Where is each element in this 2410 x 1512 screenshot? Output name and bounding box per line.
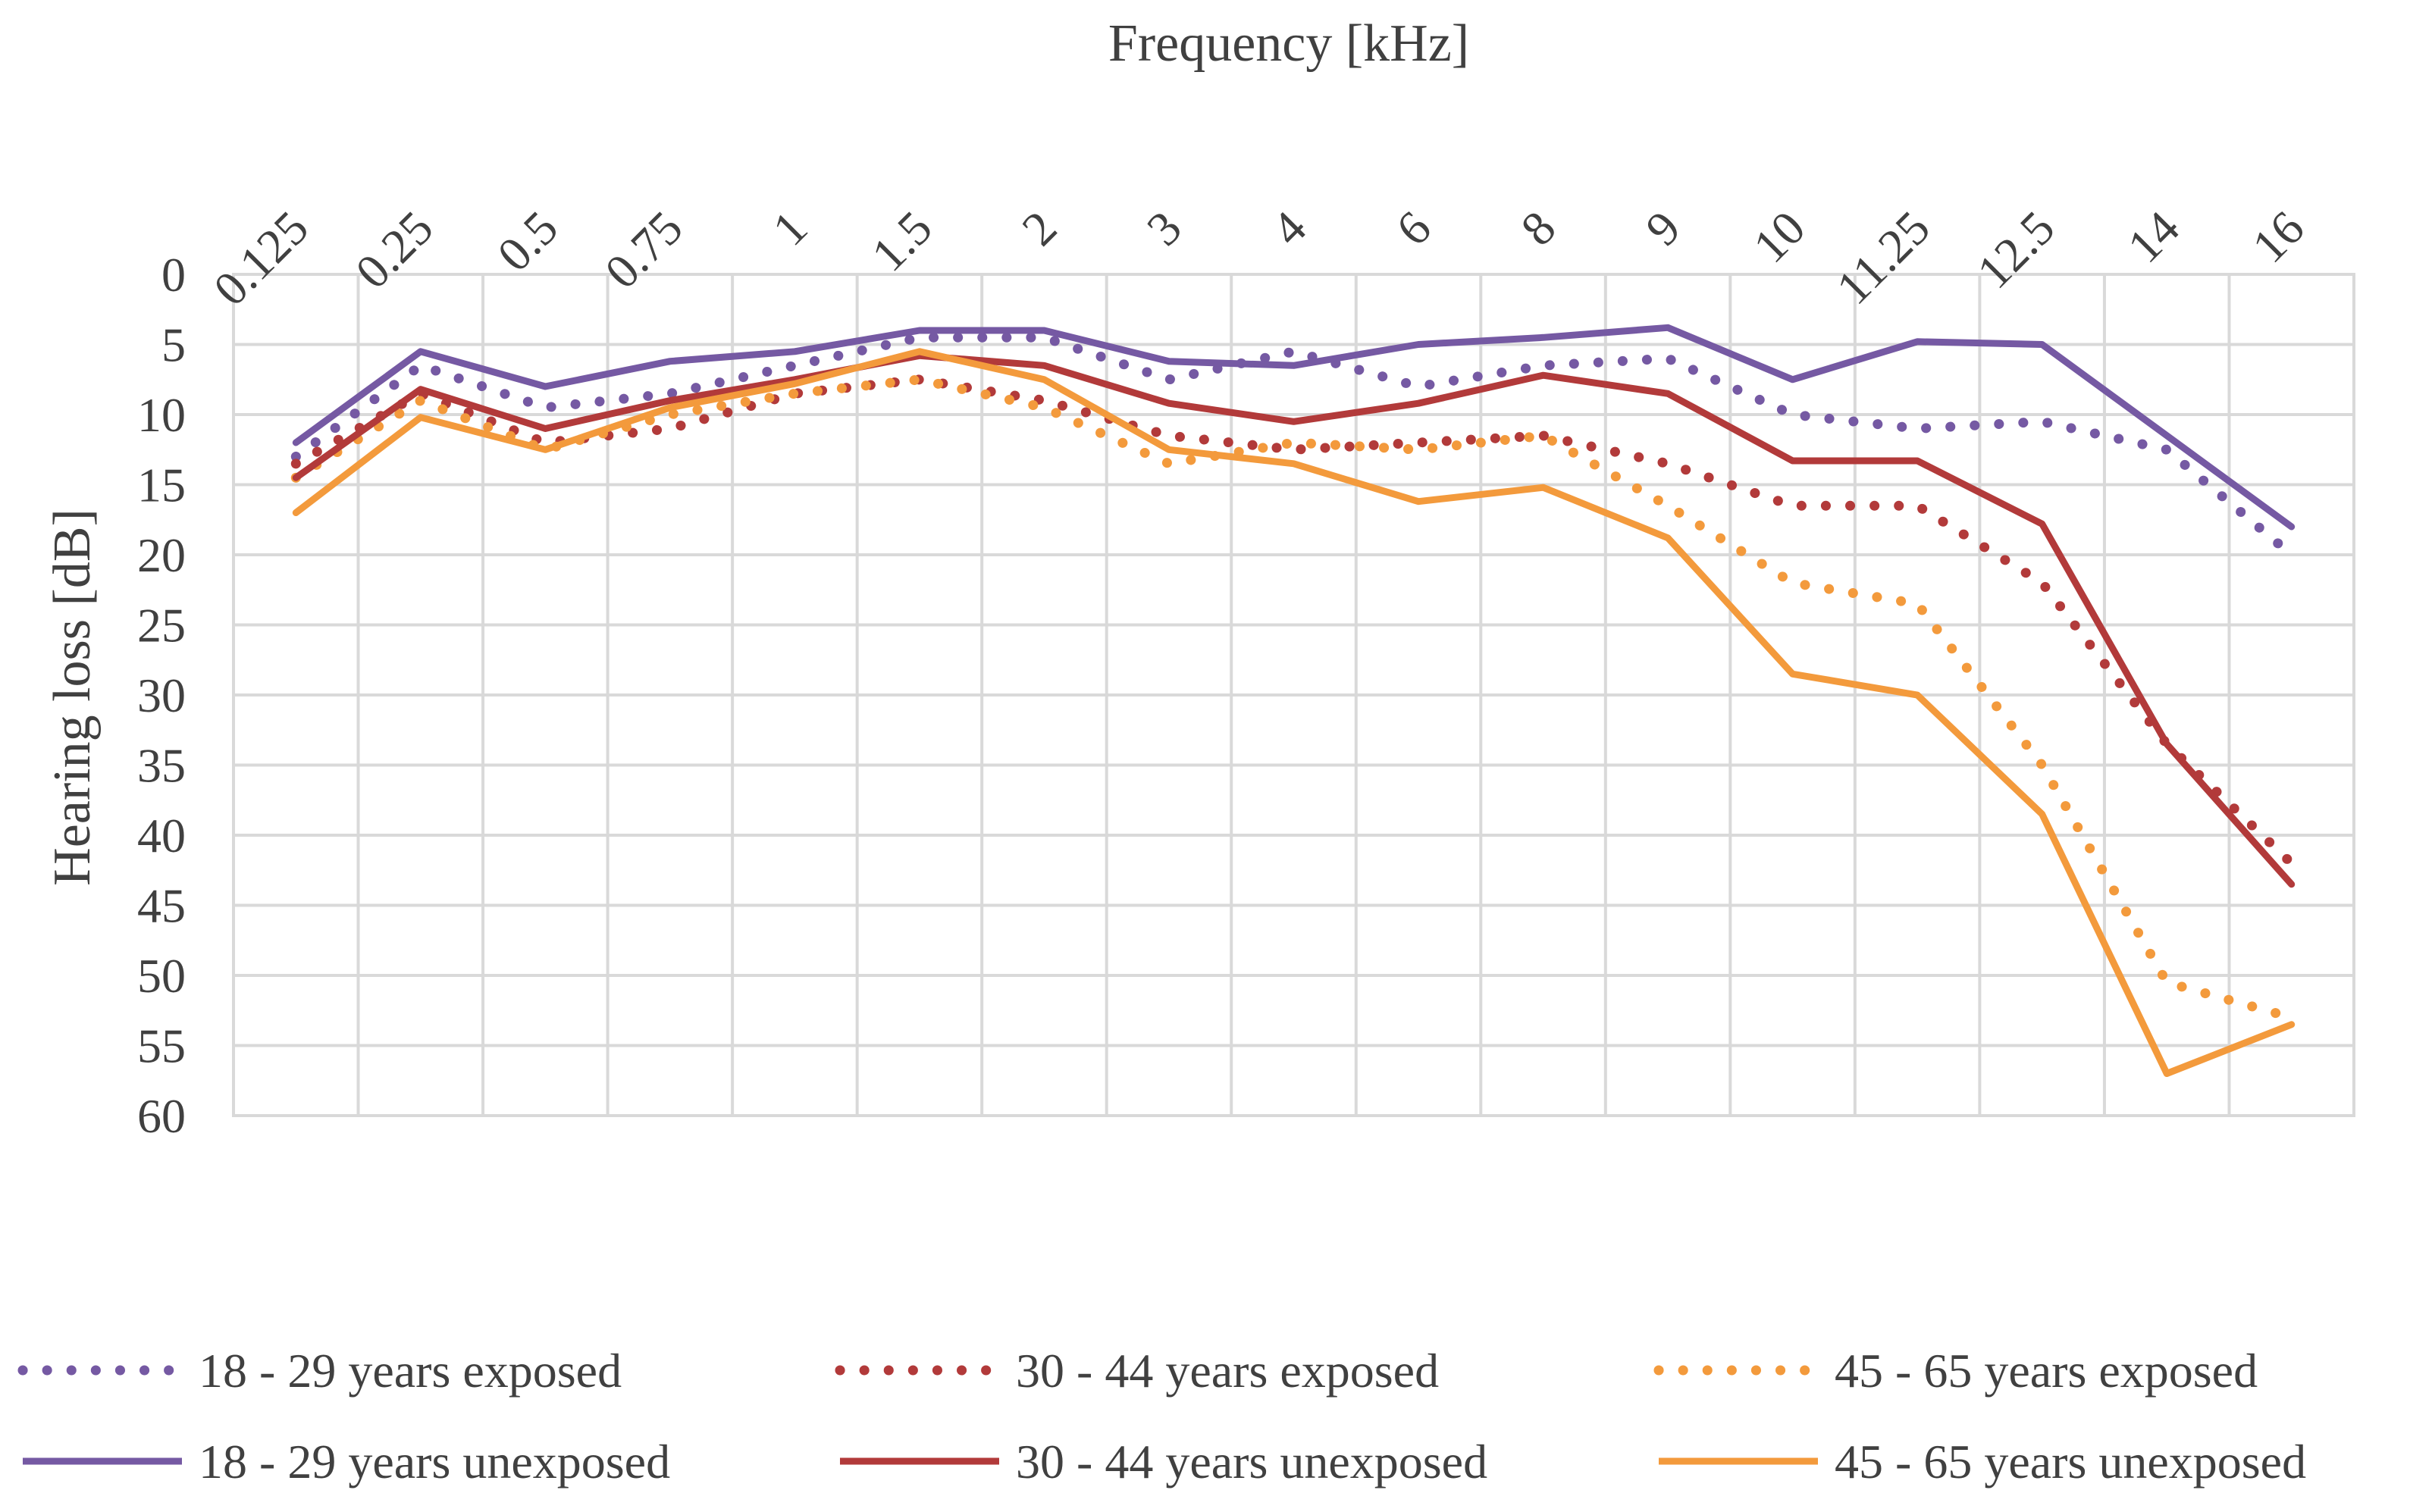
y-tick-label: 40 (137, 809, 186, 862)
legend-label: 45 - 65 years exposed (1835, 1344, 2258, 1398)
legend-label: 30 - 44 years unexposed (1016, 1435, 1487, 1489)
y-tick-label: 30 (137, 668, 186, 722)
y-tick-label: 50 (137, 949, 186, 1003)
legend-label: 30 - 44 years exposed (1016, 1344, 1439, 1398)
x-axis-title: Frequency [kHz] (1108, 14, 1469, 73)
legend: 18 - 29 years exposed 30 - 44 years expos… (17, 1344, 2306, 1489)
y-tick-label: 15 (137, 459, 186, 512)
plot-area (232, 273, 2355, 1117)
y-tick-label: 55 (137, 1019, 186, 1073)
y-axis-title: Hearing loss [dB] (43, 509, 102, 886)
series-line (290, 332, 2297, 560)
legend-label: 18 - 29 years exposed (199, 1344, 622, 1398)
series-line (292, 352, 2296, 888)
series-line (290, 374, 2297, 869)
y-tick-label: 45 (137, 879, 186, 933)
y-tick-label: 25 (137, 599, 186, 653)
y-tick-label: 0 (161, 248, 186, 302)
y-tick-label: 60 (137, 1089, 186, 1143)
y-tick-label: 5 (161, 318, 186, 372)
y-tick-label: 10 (137, 388, 186, 442)
series-line (292, 324, 2296, 531)
gridlines (233, 274, 2354, 1116)
legend-label: 18 - 29 years unexposed (199, 1435, 670, 1489)
series-line (290, 374, 2297, 1022)
legend-label: 45 - 65 years unexposed (1835, 1435, 2306, 1489)
series-lines (290, 324, 2297, 1077)
y-tick-labels: 0 5 10 15 20 25 30 35 40 45 50 55 60 (137, 248, 186, 1143)
y-tick-label: 20 (137, 528, 186, 582)
series-line (292, 348, 2296, 1077)
y-tick-label: 35 (137, 739, 186, 793)
